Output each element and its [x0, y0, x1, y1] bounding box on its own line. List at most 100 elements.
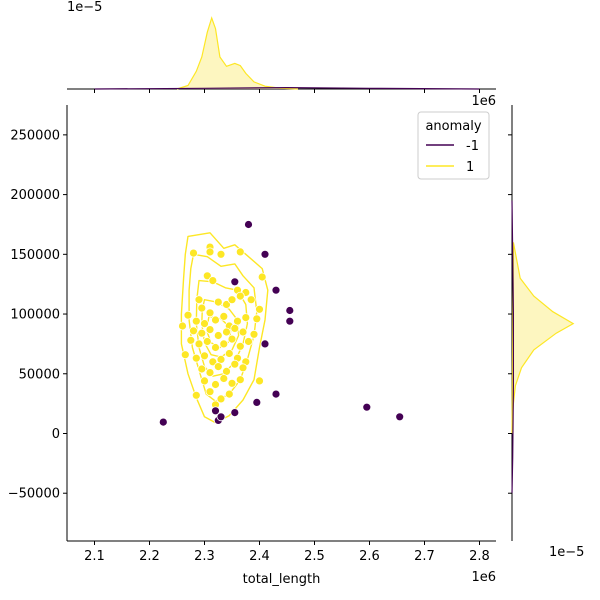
y-axis-ticks: −50000 0 50000 100000 150000 200000 250000: [8, 128, 67, 502]
scatter-point: [211, 406, 220, 416]
scatter-point: [197, 364, 207, 374]
scatter-point: [222, 300, 231, 309]
right-marginal-area: [512, 242, 574, 434]
scatter-point: [216, 412, 226, 422]
top-x-offset-label: 1e6: [471, 94, 496, 109]
scatter-point: [235, 247, 245, 257]
scatter-point: [219, 374, 229, 383]
x-tick-label: 2.6: [359, 549, 380, 564]
scatter-point: [200, 319, 209, 329]
scatter-point: [205, 325, 215, 335]
scatter-point: [257, 272, 267, 282]
scatter-point: [211, 343, 220, 352]
scatter-point: [205, 387, 215, 397]
scatter-point: [197, 328, 207, 338]
scatter-point: [241, 313, 251, 323]
scatter-point: [219, 311, 229, 321]
right-marginal-kde: 1e−5: [508, 105, 584, 560]
right-marginal-curve: [511, 200, 514, 494]
scatter-point: [219, 339, 229, 349]
scatter-point: [227, 378, 237, 388]
scatter-point: [205, 308, 215, 318]
scatter-point: [249, 329, 259, 339]
scatter-point: [235, 375, 245, 385]
scatter-point: [208, 357, 218, 367]
scatter-point: [197, 303, 207, 313]
y-tick-label: 100000: [10, 308, 60, 323]
right-marginal-curves: [511, 200, 575, 494]
y-tick-label: 250000: [10, 128, 60, 143]
scatter-point: [244, 220, 253, 229]
scatter-point: [194, 339, 204, 349]
scatter-point: [183, 310, 193, 320]
y-tick-label: 150000: [10, 248, 60, 263]
scatter-point: [230, 323, 240, 333]
scatter-point: [238, 363, 248, 373]
scatter-point: [260, 249, 270, 259]
scatter-point: [186, 335, 196, 345]
legend-entry-normal-label: 1: [466, 160, 474, 175]
x-tick-label: 2.4: [249, 549, 270, 564]
scatter-point: [233, 316, 242, 326]
x-tick-label: 2.2: [139, 549, 160, 564]
scatter-point: [222, 327, 231, 337]
scatter-point: [189, 248, 198, 258]
scatter-point: [216, 249, 226, 259]
top-marginal-ticks: [94, 89, 480, 93]
scatter-point: [235, 341, 245, 351]
scatter-point: [271, 285, 281, 295]
y-tick-label: 0: [52, 427, 60, 442]
top-marginal-curve: [176, 16, 299, 90]
scatter-point: [230, 408, 240, 418]
scatter-point: [208, 276, 218, 286]
top-marginal-scale-label: 1e−5: [67, 0, 102, 15]
x-tick-label: 2.3: [194, 549, 215, 564]
scatter-point: [244, 337, 253, 346]
scatter-point: [246, 295, 256, 305]
top-marginal-area: [177, 18, 298, 89]
scatter-point: [252, 314, 262, 324]
scatter-point: [230, 277, 240, 287]
scatter-point: [213, 331, 223, 340]
scatter-point: [191, 390, 201, 400]
scatter-point: [271, 389, 281, 399]
scatter-point: [255, 376, 264, 386]
x-axis-label: total_length: [243, 572, 321, 587]
scatter-point: [285, 316, 295, 326]
scatter-point: [216, 354, 226, 364]
top-marginal-kde: 1e−5 1e6: [67, 0, 496, 109]
x-tick-label: 2.8: [469, 549, 490, 564]
scatter-point: [189, 326, 198, 336]
y-tick-label: 200000: [10, 188, 60, 203]
scatter-point: [362, 402, 372, 412]
scatter-point: [180, 350, 190, 360]
scatter-point: [216, 394, 226, 404]
top-marginal-curves: [94, 16, 480, 90]
scatter-point: [202, 271, 212, 281]
x-tick-label: 2.7: [414, 549, 435, 564]
scatter-point: [202, 337, 212, 346]
scatter-point: [395, 412, 405, 422]
right-marginal-ticks: [508, 134, 512, 494]
scatter-point: [205, 368, 215, 378]
scatter-point: [224, 389, 234, 399]
scatter-point: [158, 417, 168, 427]
right-marginal-scale-label: 1e−5: [549, 545, 584, 560]
scatter-point: [178, 321, 187, 331]
scatter-point: [252, 397, 262, 407]
scatter-point: [213, 297, 223, 307]
legend: anomaly -1 1: [417, 111, 490, 180]
scatter-point: [227, 334, 237, 344]
scatter-point: [200, 351, 209, 361]
x-tick-label: 2.5: [304, 549, 325, 564]
scatter-point: [205, 247, 215, 257]
x-axis-ticks: 2.1 2.2 2.3 2.4 2.5 2.6 2.7 2.8: [84, 541, 490, 564]
x-axis-offset-label: 1e6: [471, 570, 496, 585]
main-scatter-panel: 2.1 2.2 2.3 2.4 2.5 2.6 2.7 2.8 −50000 0 50000 100…: [8, 105, 496, 587]
x-tick-label: 2.1: [84, 549, 105, 564]
scatter-point: [213, 362, 223, 372]
scatter-point: [211, 380, 220, 389]
scatter-point: [285, 306, 295, 315]
scatter-point: [191, 353, 201, 363]
scatter-point: [211, 315, 220, 325]
